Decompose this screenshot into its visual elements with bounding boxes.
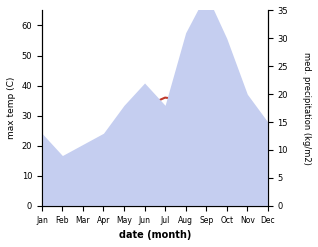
Y-axis label: med. precipitation (kg/m2): med. precipitation (kg/m2) bbox=[302, 52, 311, 165]
Y-axis label: max temp (C): max temp (C) bbox=[7, 77, 16, 139]
X-axis label: date (month): date (month) bbox=[119, 230, 191, 240]
